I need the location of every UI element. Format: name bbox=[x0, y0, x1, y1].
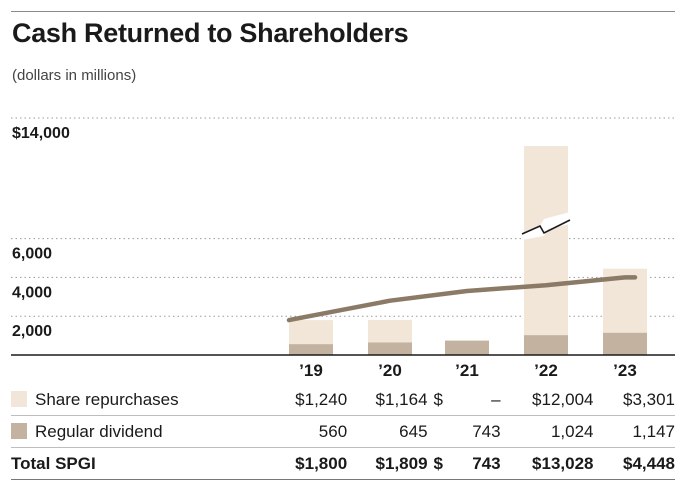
row-label: Share repurchases bbox=[11, 384, 277, 416]
cell-2021: 743 bbox=[472, 453, 501, 473]
x-tick-label: ’22 bbox=[534, 361, 558, 380]
data-table: Share repurchases $1,240 $1,164 $ – $12,… bbox=[11, 384, 675, 480]
bar-regular-dividend bbox=[289, 344, 333, 355]
bar-share-repurchases bbox=[368, 319, 412, 343]
bar-share-repurchases bbox=[289, 320, 333, 345]
repurchases-swatch bbox=[11, 390, 27, 407]
y-tick-label: 2,000 bbox=[12, 323, 52, 340]
bar-regular-dividend bbox=[368, 342, 412, 355]
top-rule bbox=[11, 11, 675, 12]
cell-2022: 1,024 bbox=[550, 421, 594, 441]
dividend-swatch bbox=[11, 422, 27, 439]
bar-regular-dividend bbox=[524, 335, 568, 355]
cell-2019: $1,800 bbox=[295, 453, 348, 473]
cell-2020: $1,809 bbox=[375, 453, 428, 473]
cell-2023: $3,301 bbox=[623, 389, 675, 409]
cell-2021-currency bbox=[428, 416, 449, 448]
cell-2021-currency: $ bbox=[433, 453, 443, 473]
bar-regular-dividend bbox=[445, 340, 489, 355]
bar-regular-dividend bbox=[603, 332, 647, 355]
x-tick-label: ’23 bbox=[613, 361, 637, 380]
table-row-total: Total SPGI $1,800 $1,809 $ 743 $13,028 $… bbox=[11, 448, 675, 480]
cell-2021: 743 bbox=[472, 421, 501, 441]
cell-2019: $1,240 bbox=[295, 389, 348, 409]
y-tick-label: 4,000 bbox=[12, 284, 52, 301]
axis-break-mark bbox=[521, 219, 571, 235]
row-label: Regular dividend bbox=[11, 416, 277, 448]
y-tick-label: 6,000 bbox=[12, 246, 52, 263]
cell-2022: $12,004 bbox=[532, 389, 594, 409]
chart-title: Cash Returned to Shareholders bbox=[12, 18, 409, 48]
cell-2021: – bbox=[491, 389, 501, 409]
chart-subtitle: (dollars in millions) bbox=[12, 67, 137, 84]
cell-2021-currency: $ bbox=[433, 389, 443, 409]
cell-2020: $1,164 bbox=[375, 389, 428, 409]
cell-2019: 560 bbox=[318, 421, 348, 441]
cell-2022: $13,028 bbox=[532, 453, 594, 473]
axis-break-gap bbox=[522, 212, 570, 240]
x-tick-label: ’19 bbox=[299, 361, 323, 380]
cell-2023: $4,448 bbox=[623, 453, 675, 473]
cell-2023: 1,147 bbox=[632, 421, 675, 441]
y-tick-label: $14,000 bbox=[12, 125, 70, 142]
table-row-repurchases: Share repurchases $1,240 $1,164 $ – $12,… bbox=[11, 384, 675, 416]
x-tick-label: ’20 bbox=[378, 361, 402, 380]
table-row-dividend: Regular dividend 560 645 743 1,024 1,147 bbox=[11, 416, 675, 448]
total-trend-line bbox=[286, 275, 638, 323]
x-tick-label: ’21 bbox=[455, 361, 479, 380]
cell-2020: 645 bbox=[399, 421, 428, 441]
bar-share-repurchases bbox=[524, 146, 568, 336]
stacked-bar-chart: $14,000 6,000 4,000 2,000 ’19 ’20 ’21 ’22 ’23 bbox=[11, 117, 675, 380]
row-label: Total SPGI bbox=[11, 453, 96, 473]
